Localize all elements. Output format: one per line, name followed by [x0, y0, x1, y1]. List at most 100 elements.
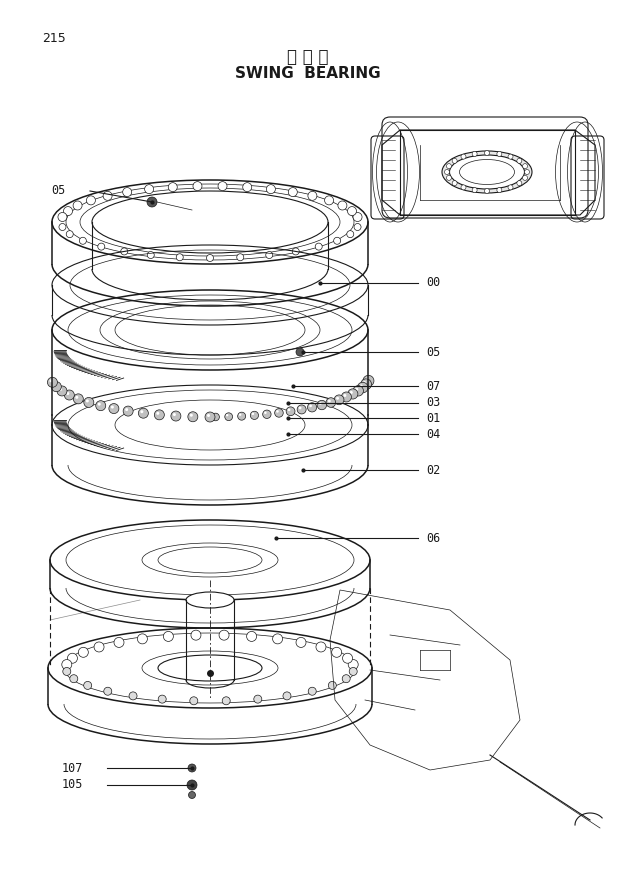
Text: 04: 04: [426, 427, 440, 441]
Circle shape: [348, 389, 358, 399]
Circle shape: [138, 634, 148, 644]
Circle shape: [350, 391, 353, 394]
Circle shape: [472, 152, 477, 157]
Circle shape: [66, 230, 73, 237]
Circle shape: [140, 410, 143, 413]
Circle shape: [173, 413, 176, 416]
Circle shape: [86, 196, 95, 205]
Circle shape: [353, 385, 363, 396]
Circle shape: [484, 151, 490, 156]
Circle shape: [288, 187, 298, 196]
Circle shape: [64, 390, 74, 400]
Circle shape: [365, 378, 369, 381]
Circle shape: [111, 406, 114, 408]
Circle shape: [168, 182, 177, 192]
Circle shape: [288, 408, 290, 411]
Text: 215: 215: [42, 32, 66, 45]
Text: 01: 01: [426, 412, 440, 425]
Ellipse shape: [186, 592, 234, 608]
Circle shape: [206, 255, 213, 262]
Circle shape: [62, 660, 72, 669]
Circle shape: [247, 632, 257, 641]
Circle shape: [212, 413, 219, 420]
Circle shape: [176, 254, 184, 261]
Circle shape: [445, 169, 449, 174]
Circle shape: [187, 780, 197, 790]
Circle shape: [296, 638, 306, 647]
Circle shape: [121, 248, 128, 255]
Text: 旋 回 輪: 旋 回 輪: [287, 48, 329, 66]
Circle shape: [347, 207, 356, 215]
Text: 105: 105: [61, 779, 83, 792]
Circle shape: [328, 399, 331, 402]
Circle shape: [129, 692, 137, 700]
Circle shape: [361, 378, 371, 390]
Circle shape: [308, 403, 317, 412]
Circle shape: [472, 187, 477, 193]
Circle shape: [329, 682, 336, 689]
Circle shape: [363, 381, 366, 385]
Circle shape: [461, 185, 466, 190]
Circle shape: [334, 395, 344, 405]
Circle shape: [497, 152, 502, 157]
Circle shape: [276, 410, 279, 413]
Circle shape: [84, 398, 94, 407]
Circle shape: [58, 213, 67, 222]
Text: 02: 02: [426, 463, 440, 477]
Text: 05: 05: [51, 185, 66, 197]
Circle shape: [79, 237, 86, 244]
Circle shape: [78, 647, 88, 657]
Circle shape: [326, 398, 335, 407]
Circle shape: [446, 175, 451, 180]
Circle shape: [51, 382, 61, 392]
Circle shape: [226, 414, 228, 416]
Circle shape: [343, 653, 353, 663]
Circle shape: [188, 764, 196, 772]
Circle shape: [103, 191, 112, 201]
Circle shape: [319, 402, 322, 405]
Circle shape: [461, 154, 466, 159]
Circle shape: [254, 696, 262, 703]
Circle shape: [225, 413, 232, 420]
Circle shape: [525, 169, 529, 174]
Circle shape: [213, 414, 215, 417]
Circle shape: [332, 647, 342, 657]
Text: 00: 00: [426, 277, 440, 289]
Circle shape: [147, 197, 157, 207]
Circle shape: [95, 400, 106, 411]
Circle shape: [273, 634, 283, 644]
Circle shape: [517, 180, 522, 186]
Circle shape: [286, 406, 295, 416]
Circle shape: [98, 244, 105, 251]
Circle shape: [243, 182, 252, 192]
Circle shape: [348, 660, 358, 669]
Circle shape: [188, 792, 195, 799]
Circle shape: [222, 696, 230, 705]
Circle shape: [296, 348, 304, 356]
Circle shape: [53, 384, 56, 386]
Circle shape: [114, 638, 124, 647]
Circle shape: [104, 688, 112, 696]
Circle shape: [308, 688, 316, 696]
Circle shape: [334, 237, 340, 244]
Circle shape: [63, 207, 73, 215]
Circle shape: [156, 412, 159, 415]
Circle shape: [205, 412, 215, 422]
Text: SWING  BEARING: SWING BEARING: [235, 66, 381, 81]
Circle shape: [315, 244, 322, 251]
Circle shape: [190, 413, 193, 417]
Circle shape: [497, 187, 502, 193]
Circle shape: [446, 164, 451, 168]
Circle shape: [357, 382, 368, 392]
Circle shape: [484, 188, 490, 194]
Circle shape: [70, 675, 78, 682]
Circle shape: [517, 159, 522, 163]
Circle shape: [193, 181, 202, 191]
Circle shape: [263, 410, 271, 419]
Circle shape: [63, 668, 71, 675]
Circle shape: [237, 254, 244, 261]
Circle shape: [360, 385, 363, 388]
Circle shape: [98, 403, 100, 406]
Circle shape: [342, 675, 350, 682]
Circle shape: [299, 406, 301, 409]
